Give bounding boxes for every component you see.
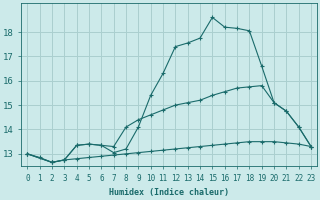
X-axis label: Humidex (Indice chaleur): Humidex (Indice chaleur) bbox=[109, 188, 229, 197]
